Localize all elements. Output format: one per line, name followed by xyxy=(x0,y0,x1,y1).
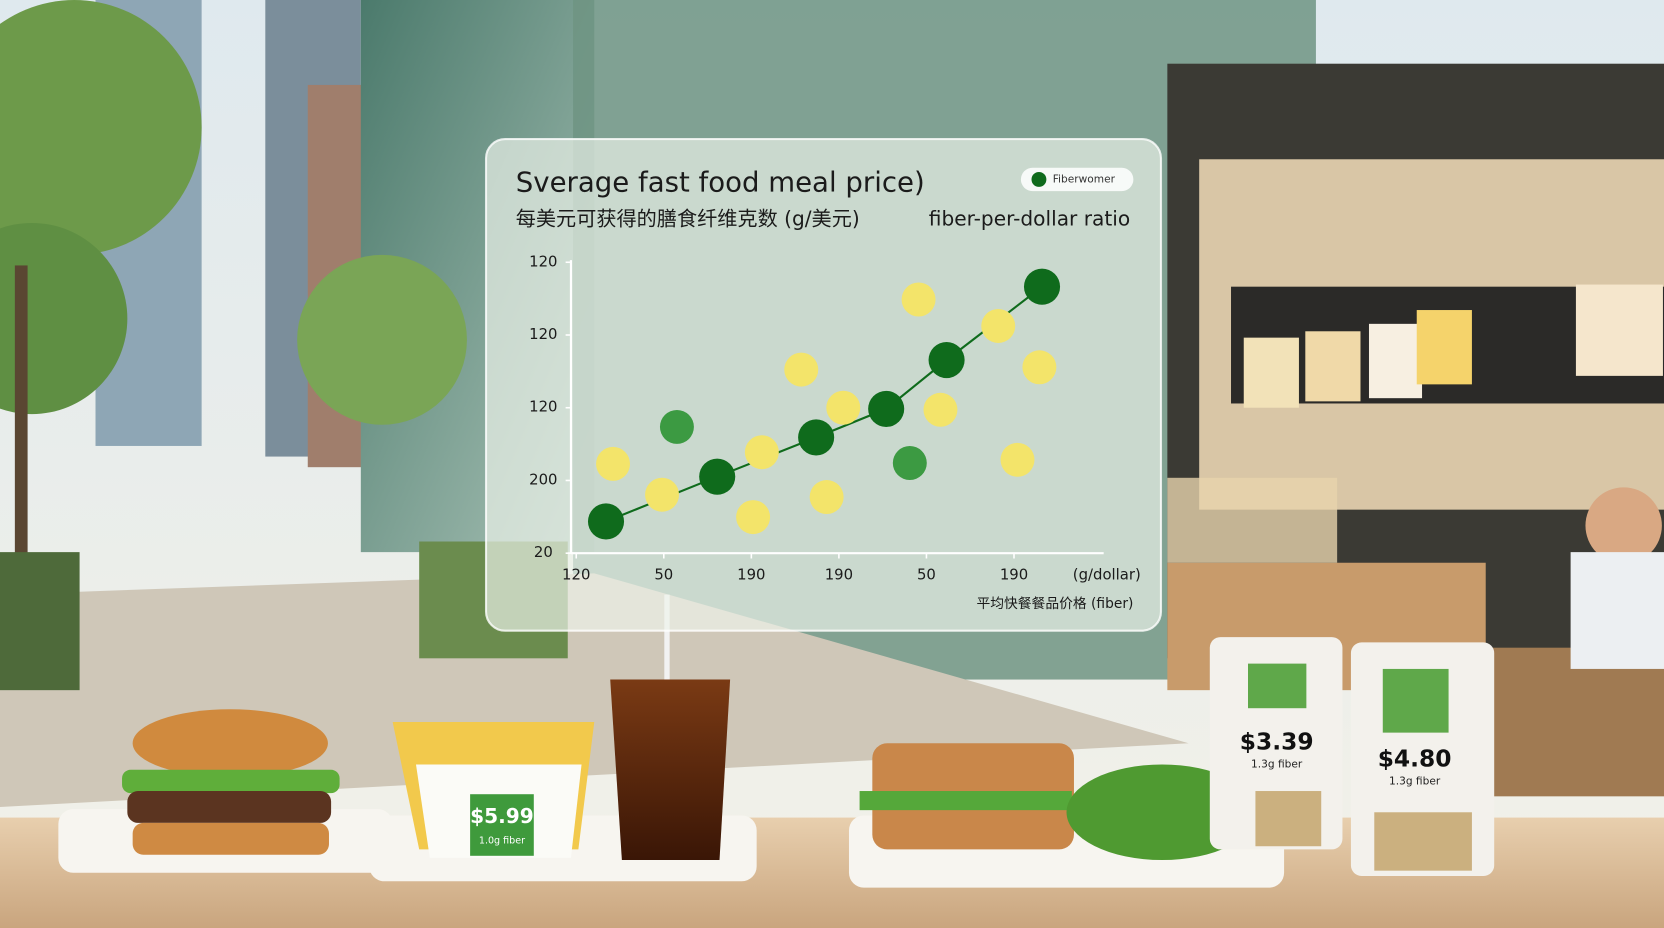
data-point xyxy=(868,390,905,427)
chart-subtitle: fiber-per-dollar ratio xyxy=(929,206,1130,230)
drink xyxy=(610,679,731,861)
tree xyxy=(0,0,202,255)
menu-panel xyxy=(1575,284,1663,376)
data-point xyxy=(928,341,965,379)
y-tick-label: 120 xyxy=(529,325,557,343)
data-point xyxy=(659,409,694,444)
data-point xyxy=(744,435,779,470)
bag-label xyxy=(1248,663,1307,709)
person xyxy=(1585,487,1662,564)
bag-label xyxy=(1382,668,1449,733)
data-point xyxy=(826,390,861,425)
data-point xyxy=(809,480,844,515)
straw xyxy=(664,594,670,680)
data-point xyxy=(1023,268,1061,305)
menu-panel xyxy=(1305,331,1361,402)
data-point xyxy=(1000,442,1035,477)
y-tick-label: 120 xyxy=(529,398,557,416)
price: $4.80 xyxy=(1378,745,1452,773)
chart-title: Sverage fast food meal price) xyxy=(516,166,925,199)
chart-subtitle: 每美元可获得的膳食纤维克数 (g/美元) xyxy=(516,206,860,230)
data-point xyxy=(596,446,630,481)
fiber-note: 1.3g fiber xyxy=(1251,757,1303,770)
legend-swatch xyxy=(1031,172,1047,187)
legend-box xyxy=(1020,167,1134,192)
burger xyxy=(132,709,328,778)
y-tick-label: 200 xyxy=(529,470,557,488)
x-axis-label: 平均快餐餐品价格 (fiber) xyxy=(976,596,1133,612)
tree xyxy=(0,223,128,415)
price: $5.99 xyxy=(470,804,534,828)
x-axis-unit: (g/dollar) xyxy=(1073,565,1141,583)
beans xyxy=(1374,812,1472,871)
legend-label: Fiberwomer xyxy=(1053,172,1116,185)
burger xyxy=(122,769,340,794)
x-tick-label: 50 xyxy=(654,565,673,583)
burger xyxy=(132,822,329,855)
data-point xyxy=(784,352,819,387)
cafe-table xyxy=(1475,647,1664,797)
menu-panel xyxy=(1416,310,1472,385)
fiber-note: 1.3g fiber xyxy=(1389,774,1441,787)
data-point xyxy=(923,392,958,427)
x-tick-label: 190 xyxy=(737,565,765,583)
x-tick-label: 190 xyxy=(825,565,853,583)
data-point xyxy=(645,477,680,512)
data-point xyxy=(1022,350,1057,385)
data-point xyxy=(901,282,936,317)
person xyxy=(1570,552,1664,669)
tree xyxy=(297,254,467,425)
data-point xyxy=(798,419,835,456)
price-tag xyxy=(470,794,534,856)
x-tick-label: 50 xyxy=(917,565,936,583)
price: $3.39 xyxy=(1240,728,1314,756)
beans xyxy=(1255,791,1322,847)
data-point xyxy=(981,308,1016,343)
burger xyxy=(127,791,332,823)
x-tick-label: 120 xyxy=(562,565,590,583)
x-tick-label: 190 xyxy=(1000,565,1028,583)
menu-panel xyxy=(1243,337,1299,408)
data-point xyxy=(699,458,736,495)
planter xyxy=(0,552,80,691)
series-line xyxy=(605,285,1043,523)
sandwich xyxy=(859,791,1072,811)
tree-trunk xyxy=(14,265,28,584)
y-tick-label: 20 xyxy=(534,543,553,561)
display-case xyxy=(1167,477,1338,563)
data-point xyxy=(587,503,625,540)
y-tick-label: 120 xyxy=(529,252,557,270)
data-point xyxy=(892,446,927,480)
data-point xyxy=(736,500,771,535)
fiber-note: 1.0g fiber xyxy=(479,835,525,846)
menu-panel xyxy=(1368,323,1423,399)
